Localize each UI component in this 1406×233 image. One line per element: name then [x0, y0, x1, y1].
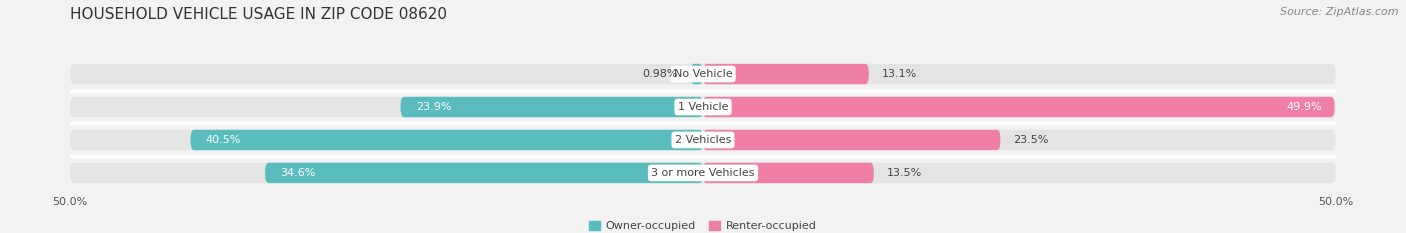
Text: No Vehicle: No Vehicle: [673, 69, 733, 79]
Text: 3 or more Vehicles: 3 or more Vehicles: [651, 168, 755, 178]
FancyBboxPatch shape: [70, 64, 1336, 84]
Text: 1 Vehicle: 1 Vehicle: [678, 102, 728, 112]
FancyBboxPatch shape: [401, 97, 703, 117]
FancyBboxPatch shape: [703, 64, 869, 84]
Text: 40.5%: 40.5%: [205, 135, 240, 145]
Text: 23.5%: 23.5%: [1012, 135, 1049, 145]
FancyBboxPatch shape: [70, 97, 1336, 117]
Text: 13.1%: 13.1%: [882, 69, 917, 79]
FancyBboxPatch shape: [266, 163, 703, 183]
Text: 34.6%: 34.6%: [280, 168, 316, 178]
FancyBboxPatch shape: [703, 130, 1001, 150]
Text: Source: ZipAtlas.com: Source: ZipAtlas.com: [1281, 7, 1399, 17]
Text: 2 Vehicles: 2 Vehicles: [675, 135, 731, 145]
Legend: Owner-occupied, Renter-occupied: Owner-occupied, Renter-occupied: [589, 221, 817, 231]
Text: 23.9%: 23.9%: [416, 102, 451, 112]
Text: 13.5%: 13.5%: [887, 168, 922, 178]
Text: 49.9%: 49.9%: [1286, 102, 1322, 112]
FancyBboxPatch shape: [70, 130, 1336, 150]
FancyBboxPatch shape: [703, 97, 1334, 117]
FancyBboxPatch shape: [703, 163, 875, 183]
FancyBboxPatch shape: [70, 163, 1336, 183]
Text: HOUSEHOLD VEHICLE USAGE IN ZIP CODE 08620: HOUSEHOLD VEHICLE USAGE IN ZIP CODE 0862…: [70, 7, 447, 22]
FancyBboxPatch shape: [690, 64, 703, 84]
FancyBboxPatch shape: [190, 130, 703, 150]
Text: 0.98%: 0.98%: [643, 69, 678, 79]
